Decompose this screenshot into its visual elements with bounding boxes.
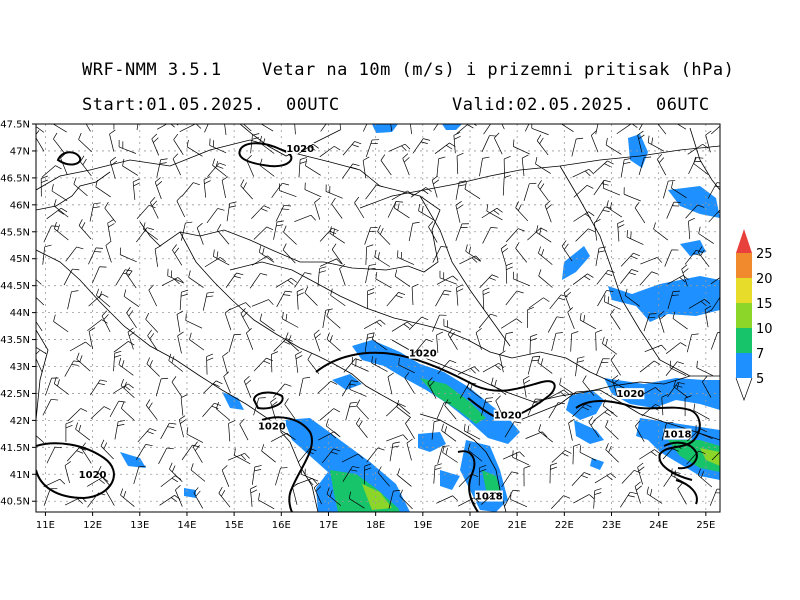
lat-tick-label: 43.5N [0, 335, 30, 346]
lon-tick-label: 14E [177, 520, 196, 531]
model-title: WRF-NMM 3.5.1 [82, 60, 222, 80]
lat-tick-label: 45.5N [0, 227, 30, 238]
colorbar-label: 5 [756, 372, 764, 387]
lon-tick-label: 25E [696, 520, 715, 531]
lon-tick-label: 22E [555, 520, 574, 531]
wind-barbs [36, 124, 720, 510]
lon-tick-label: 13E [130, 520, 149, 531]
colorbar-min-triangle [735, 377, 753, 402]
lat-tick-label: 46N [10, 200, 30, 211]
colorbar-label: 15 [756, 297, 773, 312]
lat-tick-label: 44N [10, 308, 30, 319]
lat-lon-grid [36, 124, 720, 512]
lat-tick-label: 41.5N [0, 443, 30, 454]
valid-time: Valid:02.05.2025. 06UTC [452, 95, 710, 115]
start-time: Start:01.05.2025. 00UTC [82, 95, 340, 115]
lon-tick-label: 18E [366, 520, 385, 531]
lon-tick-label: 20E [460, 520, 479, 531]
lat-tick-label: 45N [10, 254, 30, 265]
lat-tick-label: 47.5N [0, 120, 30, 131]
plot-frame [35, 123, 721, 513]
lat-tick-label: 47N [10, 146, 30, 157]
lat-tick-label: 40.5N [0, 497, 30, 508]
isobar-label: 1018 [664, 430, 692, 441]
isobar-label: 1020 [286, 144, 314, 155]
isobar-label: 1018 [475, 492, 503, 503]
colorbar-box [736, 253, 752, 278]
lon-tick-label: 19E [413, 520, 432, 531]
colorbar-max-triangle [736, 229, 752, 253]
isobar-label: 1020 [258, 421, 286, 432]
colorbar-box [736, 353, 752, 378]
colorbar-label: 10 [756, 322, 773, 337]
lon-tick-label: 24E [649, 520, 668, 531]
coastlines-borders [36, 124, 720, 512]
product-title: Vetar na 10m (m/s) i prizemni pritisak (… [262, 60, 735, 80]
isobar-label: 1020 [616, 389, 644, 400]
colorbar-label: 20 [756, 272, 773, 287]
wind-speed-colorbar: 5 7 10 15 20 25 [735, 229, 773, 402]
lon-tick-label: 11E [36, 520, 55, 531]
wind-shading [120, 124, 720, 512]
lat-tick-label: 42.5N [0, 389, 30, 400]
lon-tick-label: 23E [602, 520, 621, 531]
lat-tick-label: 46.5N [0, 173, 30, 184]
lat-tick-label: 44.5N [0, 281, 30, 292]
lon-tick-label: 15E [225, 520, 244, 531]
isobar-label: 1020 [79, 470, 107, 481]
colorbar-label: 25 [756, 247, 773, 262]
lat-tick-label: 42N [10, 416, 30, 427]
lon-tick-label: 17E [319, 520, 338, 531]
colorbar-box [736, 328, 752, 353]
lon-tick-label: 16E [272, 520, 291, 531]
isobar-label: 1020 [494, 411, 522, 422]
latitude-axis: 47.5N 47N 46.5N 46N 45.5N 45N 44.5N 44N 43.5N 43N… [0, 120, 36, 508]
isobar-label: 1020 [409, 349, 437, 360]
lon-tick-label: 21E [508, 520, 527, 531]
colorbar-label: 7 [756, 347, 764, 362]
colorbar-box [736, 303, 752, 328]
lat-tick-label: 43N [10, 362, 30, 373]
lon-tick-label: 12E [83, 520, 102, 531]
colorbar-box [736, 278, 752, 303]
longitude-axis: 11E 12E 13E 14E 15E 16E 17E 18E 19E 20E 21E 22E 23E 2… [36, 512, 715, 531]
lat-tick-label: 41N [10, 470, 30, 481]
